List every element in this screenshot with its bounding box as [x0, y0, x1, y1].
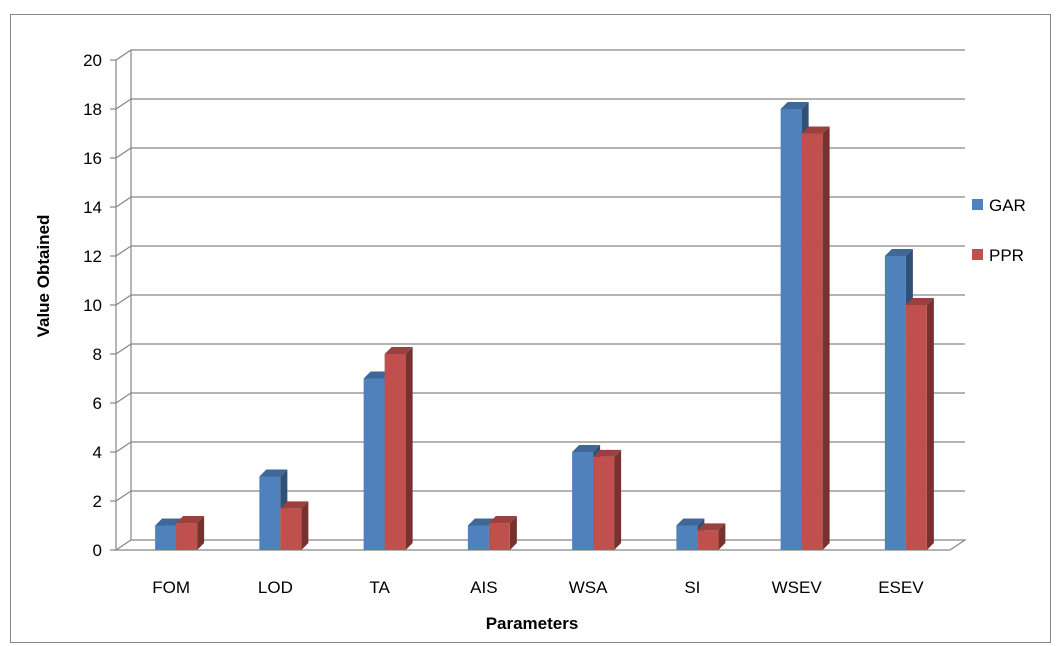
gridline: [115, 441, 965, 453]
x-tick-label: WSEV: [772, 578, 823, 597]
bar-top-face: [780, 102, 809, 109]
bar-front-face: [697, 530, 719, 550]
gridline: [115, 147, 965, 159]
bar-top-face: [384, 347, 413, 354]
bar-top-face: [801, 126, 830, 134]
legend-label-gar: GAR: [989, 196, 1026, 215]
bar-ppr-si: [697, 523, 726, 550]
bar-front-face: [801, 133, 823, 550]
bar-ppr-ta: [384, 347, 413, 550]
y-tick-label: 10: [83, 296, 102, 315]
bar-top-face: [697, 523, 726, 531]
bar-ppr-fom: [176, 516, 205, 550]
gridlines: [115, 49, 965, 502]
x-tick-label: AIS: [470, 578, 497, 597]
y-tick-label: 12: [83, 247, 102, 266]
x-tick-label: WSA: [569, 578, 608, 597]
bar-front-face: [155, 525, 177, 550]
bar-side-face: [822, 126, 830, 550]
bar-ppr-esev: [905, 298, 934, 550]
bar-side-face: [718, 523, 726, 550]
y-tick-label: 16: [83, 149, 102, 168]
x-tick-label: TA: [369, 578, 390, 597]
legend-swatch-gar: [972, 199, 983, 210]
bar-top-face: [593, 449, 622, 457]
legend: GAR PPR: [972, 196, 1026, 265]
bar-front-face: [676, 525, 698, 550]
bar-front-face: [384, 354, 406, 550]
bar-front-face: [884, 256, 906, 550]
bar-side-face: [197, 516, 205, 550]
bar-side-face: [926, 298, 934, 550]
bar-top-face: [259, 469, 288, 477]
y-tick-label: 18: [83, 100, 102, 119]
gridline: [115, 392, 965, 404]
bar-front-face: [488, 523, 510, 550]
x-tick-label: FOM: [152, 578, 190, 597]
legend-swatch-ppr: [972, 249, 983, 260]
bar-top-face: [884, 249, 913, 256]
gridline: [115, 294, 965, 306]
bar-top-face: [905, 298, 934, 305]
bar-front-face: [363, 378, 385, 550]
bar-ppr-ais: [488, 516, 517, 550]
bar-front-face: [572, 452, 594, 550]
gridline: [115, 490, 965, 502]
bar-front-face: [780, 109, 802, 550]
x-tick-labels: FOM LOD TA AIS WSA SI WSEV ESEV: [152, 578, 924, 597]
y-tick-label: 2: [93, 492, 102, 511]
y-tick-label: 4: [93, 443, 102, 462]
y-tick-label: 6: [93, 394, 102, 413]
bar-top-face: [572, 445, 601, 452]
bar-side-face: [301, 501, 309, 550]
gridline: [115, 245, 965, 257]
y-tick-label: 8: [93, 345, 102, 364]
x-tick-label: SI: [684, 578, 700, 597]
bar-front-face: [259, 476, 281, 550]
x-tick-label: LOD: [258, 578, 293, 597]
y-tick-labels: 0 2 4 6 8 10 12 14 16 18 20: [83, 51, 116, 560]
bar-front-face: [280, 508, 302, 550]
bar-front-face: [176, 523, 198, 550]
bars: [155, 102, 934, 550]
bar-side-face: [405, 347, 413, 550]
y-axis-title: Value Obtained: [34, 215, 53, 338]
legend-label-ppr: PPR: [989, 246, 1024, 265]
gridline: [115, 196, 965, 208]
bar-top-face: [676, 518, 705, 526]
chart-floor: [114, 539, 967, 551]
y-tick-label: 14: [83, 198, 102, 217]
y-tick-label: 0: [93, 541, 102, 560]
gridline: [115, 49, 965, 61]
bar-side-face: [509, 516, 517, 550]
gridline: [115, 343, 965, 355]
bar-front-face: [593, 456, 615, 550]
bar-ppr-wsa: [593, 449, 622, 550]
gridline: [115, 98, 965, 110]
y-tick-label: 20: [83, 51, 102, 70]
bar-top-face: [176, 516, 205, 524]
bar-top-face: [280, 501, 309, 509]
bar-top-face: [488, 516, 517, 524]
bar-ppr-wsev: [801, 126, 830, 550]
x-axis-title: Parameters: [486, 614, 579, 633]
bar-front-face: [467, 525, 489, 550]
bar-ppr-lod: [280, 501, 309, 550]
bar-side-face: [614, 449, 622, 550]
x-tick-label: ESEV: [878, 578, 924, 597]
bar-front-face: [905, 305, 927, 550]
